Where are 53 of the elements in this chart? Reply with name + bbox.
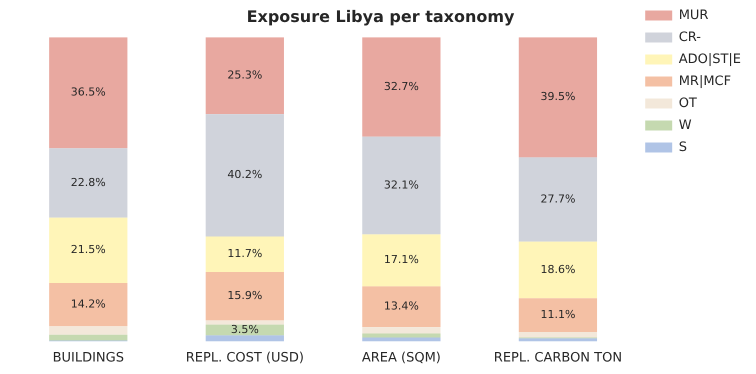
- bar: [206, 320, 284, 325]
- bar: [362, 37, 441, 137]
- x-tick-label: REPL. CARBON TON: [494, 350, 622, 366]
- bar: [362, 136, 441, 234]
- legend-label: OT: [678, 96, 697, 111]
- bar: [518, 332, 598, 338]
- data-label: 40.2%: [227, 168, 262, 182]
- bar: [362, 286, 441, 328]
- x-tick-label: BUILDINGS: [52, 350, 124, 366]
- bar: [49, 148, 128, 218]
- data-label: 21.5%: [70, 243, 106, 256]
- bar: [49, 334, 128, 340]
- bar: [206, 335, 284, 342]
- bar: [206, 272, 284, 320]
- data-label: 3.5%: [230, 322, 259, 336]
- bar: [206, 114, 284, 236]
- data-label: 17.1%: [384, 253, 419, 266]
- bar: [206, 324, 284, 336]
- bar: [49, 37, 128, 148]
- data-label: 27.7%: [540, 192, 576, 206]
- bar: [49, 326, 128, 335]
- legend-label: S: [678, 140, 687, 155]
- data-label: 39.5%: [540, 90, 576, 104]
- data-label: 11.7%: [227, 247, 262, 260]
- data-label: 13.4%: [384, 300, 419, 313]
- legend-label: CR-: [678, 30, 702, 45]
- bar: [518, 37, 598, 158]
- data-label: 32.7%: [384, 80, 419, 93]
- legend-label: W: [678, 118, 692, 133]
- data-label: 15.9%: [227, 289, 262, 302]
- data-label: 14.2%: [70, 297, 106, 310]
- data-label: 36.5%: [70, 86, 106, 99]
- bar: [518, 242, 598, 298]
- bar: [518, 157, 598, 242]
- bar: [362, 327, 441, 334]
- data-label: 22.8%: [70, 176, 106, 189]
- data-label: 11.1%: [540, 308, 576, 321]
- bar: [362, 234, 441, 286]
- data-label: 32.1%: [384, 178, 419, 192]
- bar: [49, 282, 128, 326]
- bar: [518, 298, 598, 332]
- x-tick-label: REPL. COST (USD): [186, 350, 304, 366]
- legend-label: ADO|ST|E: [678, 52, 742, 67]
- legend-label: MR|MCF: [678, 74, 732, 89]
- bar: [206, 236, 284, 272]
- legend-label: MUR: [678, 8, 708, 23]
- x-tick-label: AREA (SQM): [362, 350, 441, 366]
- bar: [49, 218, 128, 283]
- chart-title: Exposure Libya per taxonomy: [246, 6, 515, 26]
- bar: [206, 37, 284, 114]
- bar: [362, 333, 441, 338]
- data-label: 18.6%: [540, 262, 576, 276]
- data-label: 25.3%: [227, 68, 262, 82]
